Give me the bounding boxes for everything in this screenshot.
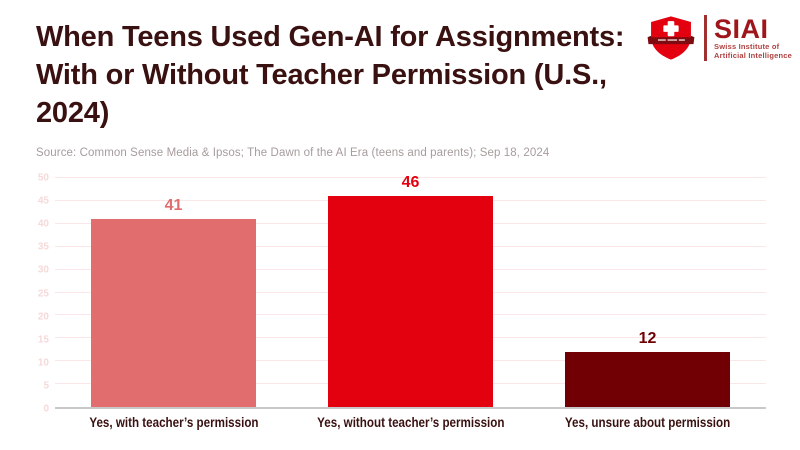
x-category-label-text: Yes, unsure about permission [564, 414, 731, 430]
y-tick-label: 15 [37, 334, 49, 346]
bar-value-label: 41 [164, 197, 183, 215]
bar-value-label: 12 [638, 330, 657, 348]
logo-subtitle-line1: Swiss Institute of [714, 42, 780, 51]
y-tick-label: 10 [37, 357, 49, 369]
bar-slot: 46 [292, 174, 529, 407]
y-tick-label: 5 [43, 380, 49, 392]
logo-divider [704, 15, 708, 61]
y-tick-label: 0 [43, 403, 49, 415]
source-caption: Source: Common Sense Media & Ipsos; The … [36, 147, 550, 159]
bar-slot: 41 [55, 178, 292, 407]
page-title: When Teens Used Gen-AI for Assignments: … [36, 21, 625, 129]
y-tick-label: 50 [37, 172, 49, 184]
x-category-label: Yes, without teacher’s permission [292, 414, 529, 430]
y-tick-label: 40 [37, 218, 49, 230]
logo-acronym: SIAI [714, 14, 769, 44]
y-tick-label: 25 [37, 288, 49, 299]
x-category-label-text: Yes, with teacher’s permission [88, 414, 259, 430]
bar [327, 196, 494, 407]
siai-logo: SIAI Swiss Institute of Artificial Intel… [645, 14, 792, 62]
swiss-shield-icon [647, 16, 695, 60]
logo-subtitle-line2: Artificial Intelligence [714, 51, 792, 60]
y-tick-label: 35 [37, 241, 49, 253]
x-axis: Yes, with teacher’s permission Yes, witho… [55, 414, 766, 430]
bar-slot: 12 [529, 178, 766, 407]
x-category-label: Yes, unsure about permission [529, 414, 766, 430]
x-category-label: Yes, with teacher’s permission [55, 414, 292, 430]
bars: 41 46 12 [55, 174, 766, 407]
logo-text: SIAI Swiss Institute of Artificial Intel… [714, 14, 792, 61]
plot-area: 41 46 12 [55, 174, 766, 409]
y-tick-label: 20 [37, 311, 49, 323]
bar [90, 219, 257, 407]
y-tick-label: 30 [37, 264, 49, 276]
bar-value-label: 46 [401, 174, 420, 192]
x-category-label-text: Yes, without teacher’s permission [316, 414, 505, 430]
y-tick-label: 45 [37, 195, 49, 207]
bar [564, 352, 731, 407]
gridline [55, 177, 766, 178]
y-axis: 0 5 10 15 20 25 30 35 40 45 50 [22, 173, 49, 415]
